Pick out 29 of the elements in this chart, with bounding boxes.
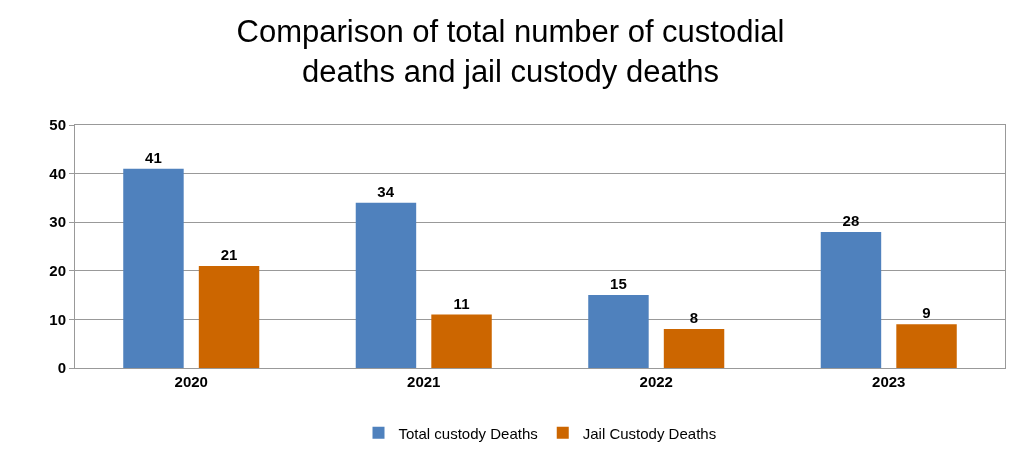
x-tick-label: 2020 [174, 373, 208, 390]
legend-label: Total custody Deaths [398, 424, 538, 442]
data-label: 11 [453, 294, 470, 312]
data-label: 21 [220, 245, 238, 263]
bar [198, 265, 260, 368]
data-label: 9 [922, 304, 931, 322]
y-tick-label: 50 [49, 116, 66, 134]
y-tick-label: 30 [49, 213, 66, 231]
bar [896, 324, 957, 368]
legend-label: Jail Custody Deaths [582, 424, 717, 442]
bar [355, 202, 417, 368]
chart-title: Comparison of total number of custodial deaths and jail custody deaths [236, 13, 785, 89]
data-label: 28 [842, 211, 860, 229]
bar [663, 329, 725, 368]
y-tick-label: 20 [49, 262, 66, 280]
data-label: 8 [689, 309, 699, 327]
data-label: 41 [145, 148, 162, 166]
x-tick-label: 2023 [872, 373, 906, 390]
bar [820, 231, 882, 368]
y-tick-label: 0 [57, 359, 66, 377]
y-tick-label: 40 [49, 164, 66, 182]
bar [123, 168, 184, 368]
x-tick-label: 2021 [407, 373, 441, 390]
bar [588, 295, 649, 368]
bar [431, 314, 492, 368]
y-tick-label: 10 [49, 310, 66, 328]
data-label: 15 [610, 275, 627, 293]
x-tick-label: 2022 [639, 373, 673, 390]
data-label: 34 [377, 182, 395, 200]
